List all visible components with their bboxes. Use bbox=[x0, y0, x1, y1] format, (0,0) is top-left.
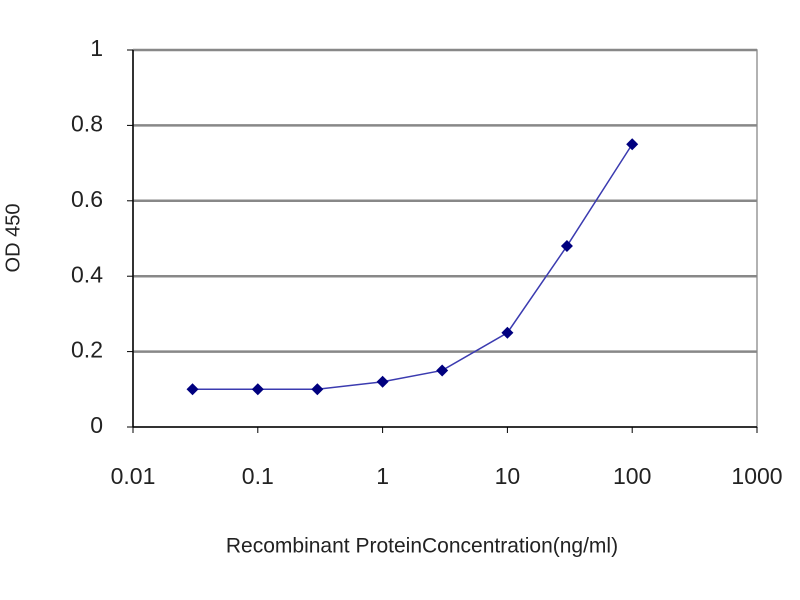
x-tick-label: 0.01 bbox=[111, 463, 156, 489]
x-tick-label: 0.1 bbox=[242, 463, 274, 489]
x-tick-label: 100 bbox=[613, 463, 651, 489]
x-axis-label: Recombinant ProteinConcentration(ng/ml) bbox=[226, 535, 618, 558]
y-tick-label: 0.4 bbox=[71, 261, 103, 287]
y-tick-label: 0.8 bbox=[71, 110, 103, 136]
data-line bbox=[192, 143, 633, 391]
data-point bbox=[251, 383, 264, 396]
x-tick-label: 10 bbox=[495, 463, 521, 489]
data-point bbox=[626, 138, 639, 151]
data-point bbox=[560, 240, 573, 253]
data-point bbox=[436, 364, 449, 377]
data-point bbox=[501, 326, 514, 339]
y-tick-label: 1 bbox=[90, 35, 103, 61]
y-tick-label: 0.2 bbox=[71, 337, 103, 363]
y-axis-label: OD 450 bbox=[2, 204, 24, 273]
x-tick-label: 1 bbox=[376, 463, 389, 489]
data-point bbox=[186, 383, 199, 396]
y-tick-label: 0 bbox=[90, 412, 103, 438]
data-point bbox=[311, 383, 324, 396]
data-point bbox=[376, 375, 389, 388]
x-tick-label: 1000 bbox=[731, 463, 782, 489]
plot-area bbox=[132, 49, 758, 428]
y-tick-label: 0.6 bbox=[71, 186, 103, 212]
